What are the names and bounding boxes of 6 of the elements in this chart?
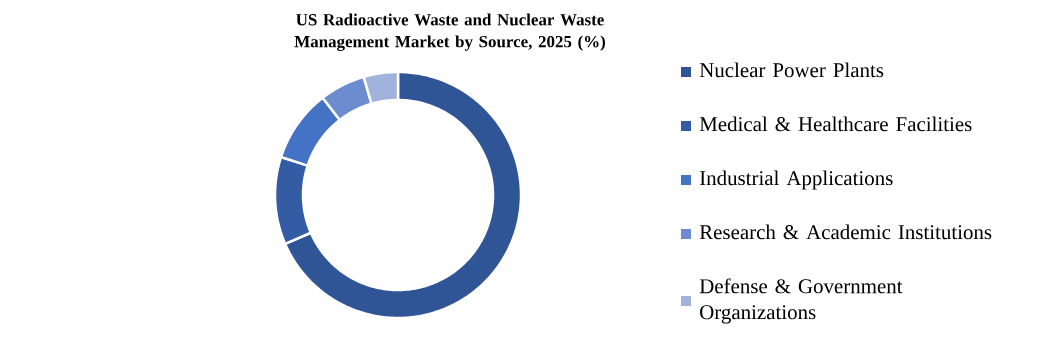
legend-label: Nuclear Power Plants <box>699 62 884 78</box>
chart-title: US Radioactive Waste and Nuclear Waste Management Market by Source, 2025 (%) <box>294 13 606 51</box>
legend-label: Defense & Government Organizations <box>699 278 903 324</box>
legend-label: Industrial Applications <box>699 170 893 190</box>
legend-label: Medical & Healthcare Facilities <box>699 116 972 132</box>
legend-label: Research & Academic Institutions <box>699 224 992 240</box>
